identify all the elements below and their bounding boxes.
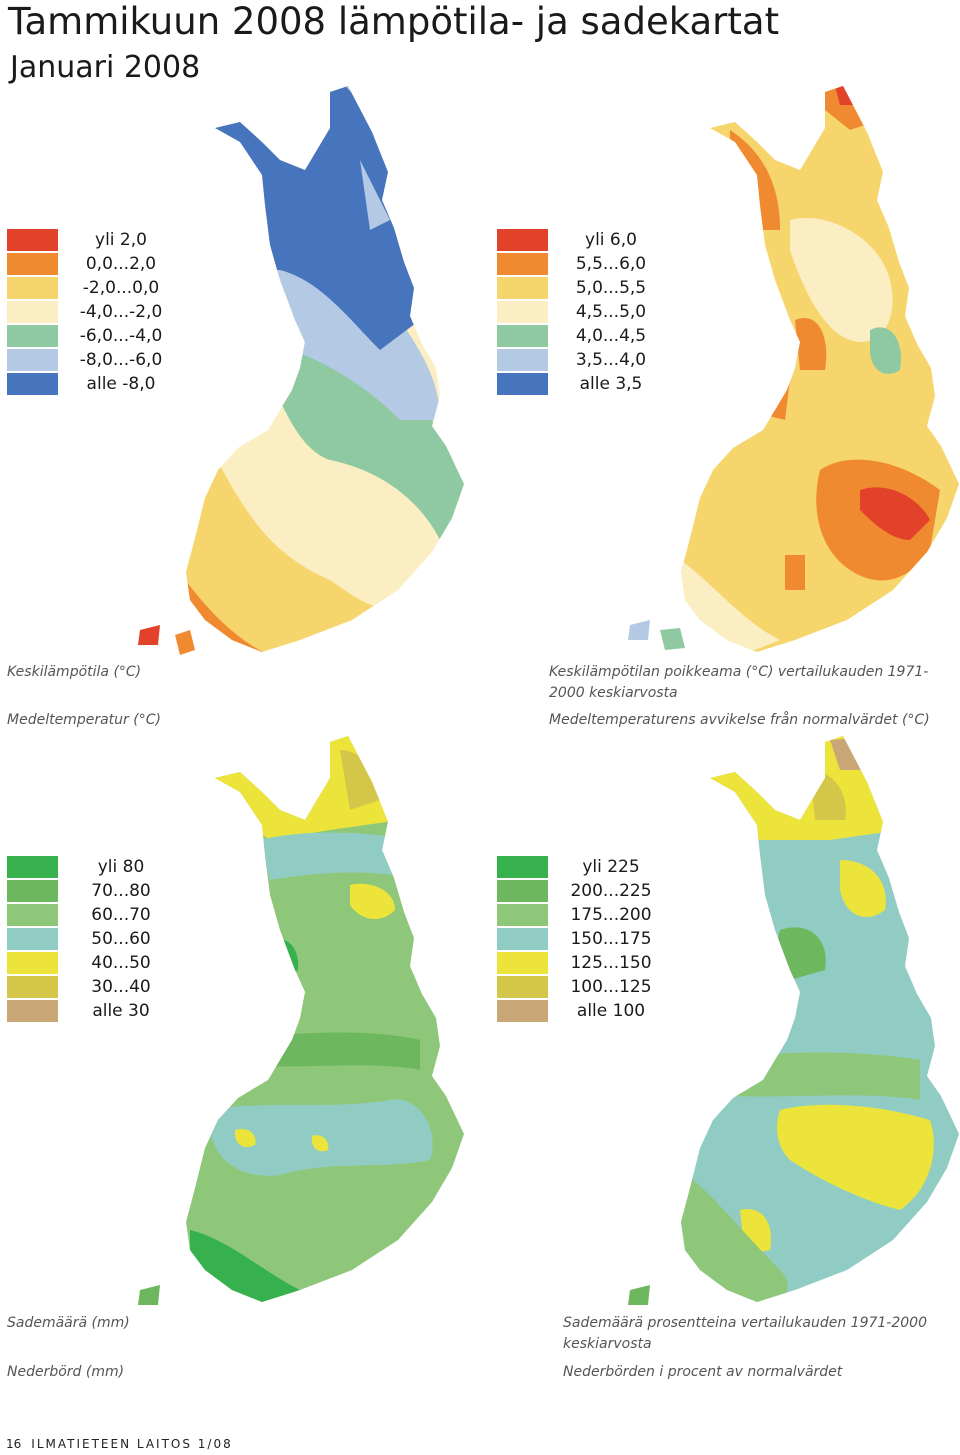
legend-swatch xyxy=(7,1000,58,1022)
legend-swatch xyxy=(497,928,548,950)
legend-swatch xyxy=(497,880,548,902)
legend-swatch xyxy=(7,976,58,998)
legend-label: 200...225 xyxy=(570,881,652,901)
panel-precipitation: yli 80 70...80 60...70 50...60 40...50 3… xyxy=(0,730,480,1380)
page-subtitle: Januari 2008 xyxy=(10,50,201,85)
precipitation-percent-map xyxy=(628,736,959,1305)
legend-label: yli 6,0 xyxy=(585,230,637,250)
caption-mean-temperature-fi: Keskilämpötila (°C) xyxy=(7,664,142,680)
legend-label: 4,5...5,0 xyxy=(575,302,647,322)
caption-precipitation-sv: Nederbörd (mm) xyxy=(7,1364,125,1380)
legend-swatch xyxy=(497,904,548,926)
page-footer: 16 ILMATIETEEN LAITOS 1/08 xyxy=(6,1437,233,1451)
legend-swatch xyxy=(7,253,58,275)
legend-swatch xyxy=(7,349,58,371)
legend-label: 3,5...4,0 xyxy=(575,350,647,370)
legend-swatch xyxy=(7,928,58,950)
legend-label: 5,0...5,5 xyxy=(575,278,647,298)
legend-swatch xyxy=(497,856,548,878)
legend-label: 30...40 xyxy=(91,977,151,997)
legend-label: -6,0...-4,0 xyxy=(79,326,163,346)
legend-swatch xyxy=(7,325,58,347)
legend-label: yli 80 xyxy=(97,857,145,877)
legend-label: alle 30 xyxy=(92,1001,150,1021)
legend-label: 175...200 xyxy=(570,905,652,925)
page-title: Tammikuun 2008 lämpötila- ja sadekartat xyxy=(8,0,780,43)
caption-precipitation-fi: Sademäärä (mm) xyxy=(7,1315,130,1331)
caption-precipitation-percent-fi: Sademäärä prosentteina vertailukauden 19… xyxy=(563,1315,927,1352)
precipitation-map xyxy=(138,736,464,1305)
legend-label: 5,5...6,0 xyxy=(575,254,647,274)
legend-label: alle 100 xyxy=(576,1001,646,1021)
temperature-anomaly-map xyxy=(628,86,959,652)
legend-swatch xyxy=(497,349,548,371)
legend-label: 125...150 xyxy=(570,953,652,973)
legend-swatch xyxy=(7,277,58,299)
legend-label: -2,0...0,0 xyxy=(82,278,160,298)
legend-swatch xyxy=(7,904,58,926)
legend-swatch xyxy=(497,976,548,998)
legend-swatch xyxy=(497,301,548,323)
panel-precipitation-percent: yli 225 200...225 175...200 150...175 12… xyxy=(480,730,960,1380)
legend-label: 150...175 xyxy=(570,929,652,949)
legend-label: alle -8,0 xyxy=(86,374,156,394)
legend-swatch xyxy=(497,229,548,251)
legend-label: yli 2,0 xyxy=(95,230,147,250)
legend-swatch xyxy=(7,880,58,902)
legend-swatch xyxy=(7,229,58,251)
panel-mean-temperature: yli 2,0 0,0...2,0 -2,0...0,0 -4,0...-2,0… xyxy=(0,80,480,730)
legend-label: alle 3,5 xyxy=(579,374,643,394)
caption-temperature-anomaly-sv: Medeltemperaturens avvikelse från normal… xyxy=(549,712,930,728)
page-number: 16 xyxy=(6,1437,22,1451)
legend-swatch xyxy=(497,325,548,347)
legend-label: 0,0...2,0 xyxy=(85,254,157,274)
caption-precipitation-percent-sv: Nederbörden i procent av normalvärdet xyxy=(563,1364,843,1380)
publication-name: ILMATIETEEN LAITOS 1/08 xyxy=(31,1437,233,1451)
legend-swatch xyxy=(497,373,548,395)
legend-label: -4,0...-2,0 xyxy=(79,302,163,322)
panel-temperature-anomaly: yli 6,0 5,5...6,0 5,0...5,5 4,5...5,0 4,… xyxy=(480,80,960,730)
legend-swatch xyxy=(7,856,58,878)
temperature-map xyxy=(138,86,464,655)
legend-label: 70...80 xyxy=(91,881,151,901)
legend-swatch xyxy=(7,952,58,974)
legend-label: 40...50 xyxy=(91,953,151,973)
legend-label: 4,0...4,5 xyxy=(575,326,647,346)
caption-temperature-anomaly-fi: Keskilämpötilan poikkeama (°C) vertailuk… xyxy=(549,664,929,701)
legend-swatch xyxy=(7,373,58,395)
legend-swatch xyxy=(7,301,58,323)
legend-label: 100...125 xyxy=(570,977,652,997)
legend-swatch xyxy=(497,253,548,275)
legend-label: 60...70 xyxy=(91,905,151,925)
legend-swatch xyxy=(497,1000,548,1022)
legend-label: 50...60 xyxy=(91,929,151,949)
legend-swatch xyxy=(497,952,548,974)
legend-label: -8,0...-6,0 xyxy=(79,350,163,370)
caption-mean-temperature-sv: Medeltemperatur (°C) xyxy=(7,712,161,728)
legend-swatch xyxy=(497,277,548,299)
legend-label: yli 225 xyxy=(582,857,640,877)
